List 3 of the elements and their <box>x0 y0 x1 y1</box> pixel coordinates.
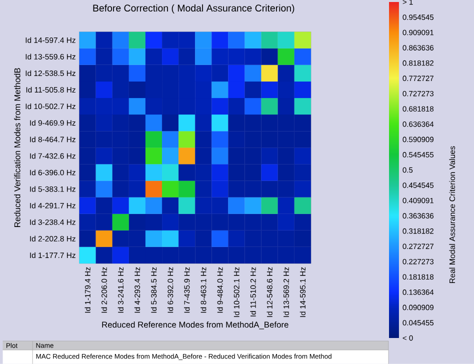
y-axis-title: Reduced Verification Modes from MethodB <box>14 68 20 228</box>
x-axis-title: Reduced Reference Modes from MethodA_Before <box>102 322 288 330</box>
chart-title: Before Correction ( Modal Assurance Criterion) <box>93 4 294 14</box>
